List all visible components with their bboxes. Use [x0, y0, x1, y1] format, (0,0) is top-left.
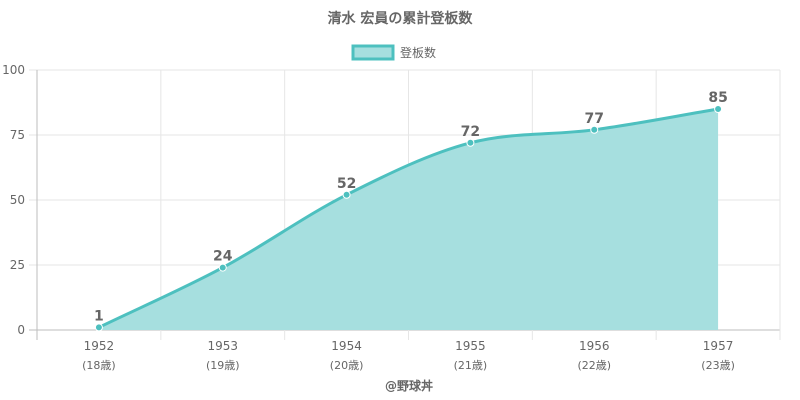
- data-point: [218, 263, 227, 272]
- grid: [29, 69, 781, 340]
- series-line: [98, 107, 719, 329]
- x-tick-age-label: (23歳): [701, 359, 735, 372]
- y-tick-label: 50: [10, 193, 25, 207]
- x-tick-label: 1956: [579, 339, 610, 353]
- y-tick-label: 25: [10, 258, 25, 272]
- credit-text: @野球丼: [385, 378, 433, 393]
- data-labels: 1 24 52 72 77 85: [94, 90, 728, 324]
- area-fill: [98, 109, 719, 330]
- chart-title: 清水 宏員の累計登板数: [328, 10, 474, 27]
- data-point: [714, 105, 723, 113]
- x-tick-age-label: (19歳): [206, 359, 240, 372]
- y-tick-label: 100: [2, 63, 25, 77]
- legend[interactable]: 登板数: [351, 44, 436, 61]
- data-point: [466, 138, 475, 147]
- x-tick-label: 1957: [703, 339, 734, 353]
- x-tick-age-label: (22歳): [577, 359, 611, 372]
- data-label: 85: [708, 90, 727, 106]
- data-point: [342, 190, 351, 199]
- data-label: 1: [94, 308, 104, 324]
- legend-swatch: [351, 44, 395, 61]
- x-tick-label: 1952: [84, 339, 115, 353]
- x-tick-age-label: (20歳): [330, 359, 364, 372]
- plot-area: [94, 105, 723, 332]
- data-label: 52: [337, 176, 356, 192]
- data-label: 24: [213, 249, 233, 265]
- x-tick-label: 1955: [455, 339, 486, 353]
- x-tick-label: 1953: [207, 339, 238, 353]
- data-point: [590, 125, 599, 134]
- axes: 0 25 50 75 100 1952 (18歳) 1953 (19歳) 1954 (20歳) 195…: [2, 63, 735, 372]
- y-tick-label: 0: [17, 323, 25, 337]
- y-tick-label: 75: [10, 128, 25, 142]
- data-point: [94, 323, 103, 332]
- data-label: 77: [585, 111, 604, 127]
- x-tick-age-label: (18歳): [82, 359, 116, 372]
- legend-label: 登板数: [400, 45, 436, 60]
- x-tick-label: 1954: [331, 339, 362, 353]
- x-tick-age-label: (21歳): [454, 359, 488, 372]
- data-label: 72: [461, 124, 480, 140]
